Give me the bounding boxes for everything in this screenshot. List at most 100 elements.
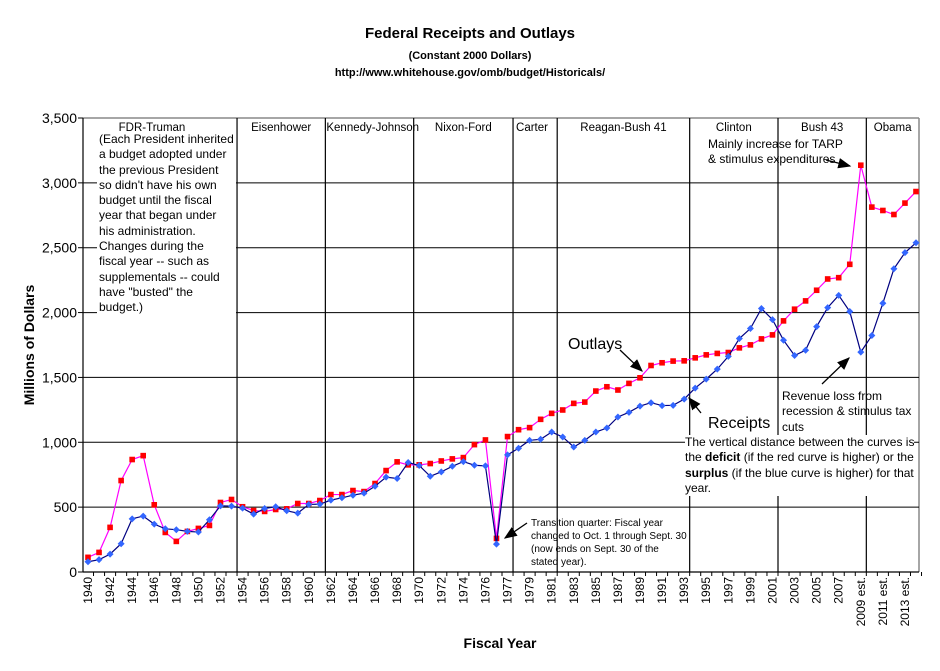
series-layer	[84, 162, 920, 566]
outlays-point	[537, 416, 544, 423]
outlays-point	[670, 358, 676, 364]
note-text: the	[685, 450, 706, 465]
receipts-point	[481, 462, 489, 470]
x-tick-label: 1948	[169, 577, 183, 604]
receipts-point	[757, 305, 765, 313]
x-tick-label: 1966	[368, 577, 382, 604]
outlays-point	[250, 507, 257, 514]
outlays-point	[846, 261, 853, 268]
outlays-point	[526, 424, 533, 431]
outlays-point	[383, 467, 389, 474]
receipts-line	[87, 242, 917, 563]
outlays-point	[294, 500, 301, 507]
y-tick-label: 1,500	[42, 369, 77, 385]
receipts-point	[879, 299, 887, 307]
note-line: supplementals -- could	[99, 269, 220, 284]
note-text: (if the blue curve is higher) for that	[728, 465, 914, 480]
era-label: Clinton	[716, 122, 752, 134]
tarp-note: Mainly increase for TARP & stimulus expe…	[708, 137, 843, 168]
annotation-arrows	[503, 158, 852, 539]
receipts-point	[316, 500, 324, 508]
receipts-point	[228, 502, 236, 510]
x-tick-label: 1987	[611, 577, 625, 604]
note-line: Mainly increase for TARP	[708, 137, 843, 151]
receipts-point	[791, 352, 799, 360]
deficit-note: The vertical distance between the curves…	[685, 435, 915, 497]
y-tick-label: 3,000	[42, 175, 77, 191]
revenue-arrow	[821, 357, 850, 385]
era-label: Obama	[874, 122, 912, 134]
receipts-point	[139, 512, 147, 520]
receipts-point	[360, 489, 368, 497]
outlays-point	[692, 355, 698, 361]
outlays-point	[195, 525, 202, 532]
revenue-loss-note: Revenue loss from recession & stimulus t…	[782, 389, 911, 435]
outlays-point	[482, 437, 489, 443]
outlays-point	[615, 387, 621, 393]
x-tick-label: 1962	[324, 577, 338, 604]
note-line: budget until the fiscal	[99, 193, 212, 208]
receipts-point	[283, 507, 291, 515]
receipts-point	[691, 384, 699, 392]
outlays-point	[714, 350, 721, 357]
receipts-point	[901, 249, 909, 257]
receipts-point	[647, 399, 655, 407]
receipts-point	[205, 516, 213, 524]
outlays-point	[637, 375, 643, 381]
outlays-point	[593, 388, 599, 394]
outlays-point	[747, 342, 754, 348]
x-tick-label: 1960	[302, 577, 316, 604]
receipts-point	[261, 504, 269, 512]
receipts-point	[393, 474, 401, 482]
era-label: Nixon-Ford	[435, 122, 492, 134]
note-line: fiscal year -- such as	[99, 254, 210, 269]
note-line: year.	[685, 480, 712, 495]
receipts-point	[305, 500, 313, 508]
era-label: Bush 43	[801, 122, 843, 134]
receipts-point	[216, 502, 224, 510]
receipts-point	[802, 346, 810, 354]
y-tick-label: 1,000	[42, 434, 77, 450]
x-tick-label: 1989	[633, 577, 647, 604]
receipts-point	[780, 336, 788, 344]
x-tick-label: 1983	[567, 577, 581, 604]
receipts-point	[614, 413, 622, 421]
outlays-point	[681, 358, 687, 364]
x-tick-label: 1952	[213, 577, 227, 604]
receipts-point	[294, 509, 302, 517]
outlays-point	[736, 345, 743, 351]
chart-subtitle: (Constant 2000 Dollars)	[409, 50, 532, 62]
receipts-point	[570, 443, 578, 451]
receipts-point	[338, 494, 346, 502]
receipts-point	[680, 395, 688, 403]
x-tick-label: 1970	[412, 577, 426, 604]
receipts-point	[161, 525, 169, 533]
outlays-point	[317, 497, 323, 504]
x-tick-label: 2001	[765, 577, 779, 604]
y-axis-label: Millions of Dollars	[21, 285, 37, 406]
outlays-point	[858, 162, 864, 169]
receipts-point	[658, 402, 666, 410]
receipts-point	[404, 459, 412, 467]
receipts-point	[768, 316, 776, 324]
receipts-point	[382, 473, 390, 481]
outlays-point	[504, 433, 511, 440]
x-tick-label: 1993	[677, 577, 691, 604]
y-tick-label: 2,000	[42, 305, 77, 321]
receipts-point	[117, 540, 125, 548]
outlays-point	[869, 204, 875, 210]
era-label: Kennedy-Johnson	[326, 122, 419, 134]
outlays-point	[780, 318, 787, 324]
receipts-point	[559, 433, 567, 441]
deficit-word: deficit	[705, 450, 741, 465]
receipts-point	[492, 540, 500, 548]
x-tick-label: 2003	[788, 577, 802, 604]
era-labels: FDR-Truman Eisenhower Kennedy-Johnson Nixon…	[119, 122, 912, 134]
receipts-point	[746, 325, 754, 333]
note-line: Revenue loss from	[782, 389, 883, 403]
receipts-point	[515, 444, 523, 452]
era-label: Carter	[516, 122, 548, 134]
x-tick-label: 1976	[478, 577, 492, 604]
outlays-point	[118, 477, 124, 484]
x-tick-label: 2011 est.	[876, 577, 890, 625]
